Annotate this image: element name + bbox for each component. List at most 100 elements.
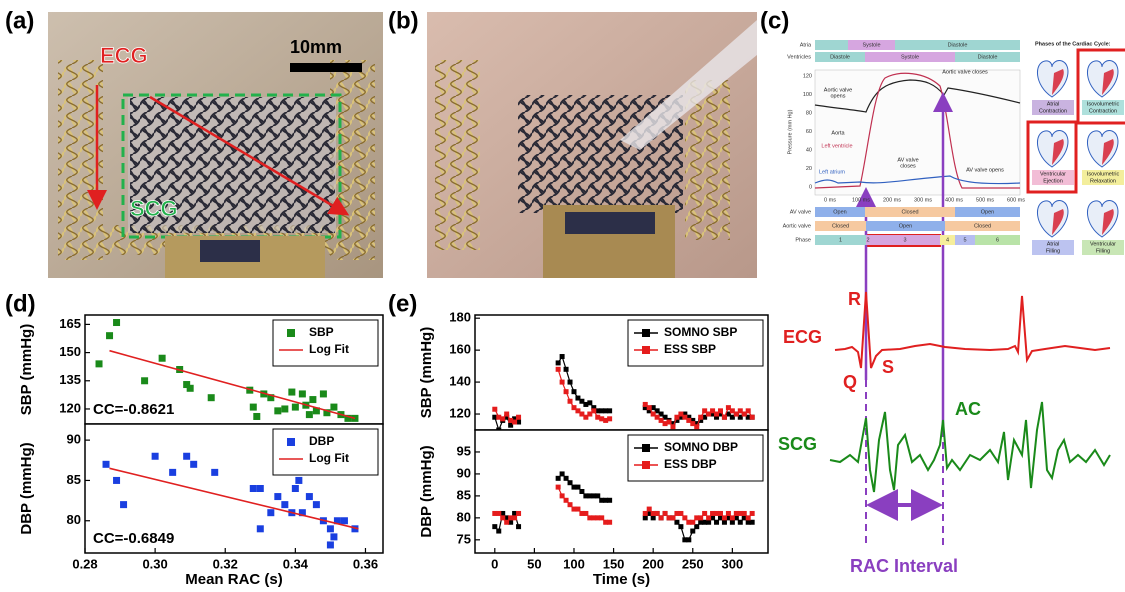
data-point bbox=[298, 390, 306, 398]
data-point bbox=[674, 519, 680, 525]
y-tick-label: 135 bbox=[59, 372, 81, 387]
data-point bbox=[741, 411, 747, 417]
phase-cell bbox=[940, 235, 955, 245]
data-point bbox=[575, 484, 581, 490]
data-point bbox=[698, 515, 704, 521]
data-point bbox=[579, 398, 585, 404]
y-tick-label: 95 bbox=[457, 443, 471, 458]
phase-name-box bbox=[1032, 240, 1074, 255]
data-point bbox=[670, 515, 676, 521]
data-point bbox=[702, 408, 708, 414]
data-point bbox=[274, 493, 282, 501]
data-point bbox=[658, 411, 664, 417]
phase-name: Contraction bbox=[1089, 108, 1117, 114]
data-point bbox=[330, 533, 338, 541]
data-point bbox=[729, 414, 735, 420]
phase-name: Isovolumetric bbox=[1087, 171, 1120, 177]
diagram-annotation: Left atrium bbox=[819, 169, 845, 175]
heart-chamber bbox=[1052, 139, 1064, 165]
data-point bbox=[579, 489, 585, 494]
data-point bbox=[571, 506, 577, 512]
data-point bbox=[642, 405, 648, 411]
data-point bbox=[658, 417, 664, 423]
data-point bbox=[749, 510, 755, 516]
panel-label: (e) bbox=[388, 290, 417, 317]
diagram-y-tick: 120 bbox=[803, 73, 812, 79]
data-point bbox=[512, 510, 518, 516]
legend-marker bbox=[642, 346, 650, 354]
scale-bar-label: 10mm bbox=[290, 37, 342, 57]
legend-box bbox=[627, 319, 764, 367]
y-axis-label: SBP (mmHg) bbox=[418, 327, 435, 418]
phase-name-box bbox=[1032, 170, 1074, 185]
data-point bbox=[151, 452, 159, 460]
data-point bbox=[113, 319, 121, 327]
diagram-time: 0 ms bbox=[824, 197, 836, 203]
data-point bbox=[95, 360, 103, 368]
photo-a: ECG SCG 10mm bbox=[48, 12, 383, 278]
heart-icon bbox=[1037, 130, 1069, 168]
data-point bbox=[249, 485, 257, 492]
data-point bbox=[710, 515, 716, 521]
y-tick-label: 165 bbox=[59, 316, 81, 331]
highlight-box bbox=[1026, 120, 1078, 194]
data-point bbox=[662, 510, 668, 516]
data-point bbox=[721, 515, 727, 521]
data-point bbox=[646, 506, 652, 512]
data-point bbox=[267, 394, 275, 402]
phase-name: Filling bbox=[1046, 248, 1060, 254]
diagram-y-tick: 20 bbox=[806, 166, 812, 172]
phase-name: Ejection bbox=[1043, 178, 1063, 184]
y-tick-label: 80 bbox=[457, 509, 471, 524]
data-point bbox=[745, 408, 751, 414]
phase-cell bbox=[955, 235, 975, 245]
data-point bbox=[595, 408, 601, 414]
phase-bar bbox=[865, 207, 955, 217]
data-point bbox=[721, 414, 727, 420]
legend-label: ESS DBP bbox=[664, 457, 717, 471]
data-point bbox=[516, 510, 522, 516]
y-tick-label: 90 bbox=[67, 432, 81, 447]
data-point bbox=[603, 519, 609, 525]
bar-label: Closed bbox=[901, 209, 918, 215]
data-point bbox=[674, 510, 680, 516]
diagram-annotation: Aortic valve closes bbox=[942, 69, 988, 75]
legend-label: SOMNO DBP bbox=[664, 440, 738, 454]
bar-label: Open bbox=[899, 223, 912, 229]
data-point bbox=[714, 411, 720, 417]
data-point bbox=[737, 408, 743, 414]
row-label: Ventricles bbox=[787, 54, 811, 60]
data-point bbox=[599, 497, 605, 503]
y-tick-label: 80 bbox=[67, 512, 81, 527]
data-point bbox=[587, 411, 593, 417]
data-point bbox=[312, 501, 320, 509]
data-point bbox=[567, 398, 573, 404]
panel-label: (b) bbox=[388, 7, 419, 34]
data-point bbox=[559, 379, 565, 385]
data-point bbox=[698, 519, 704, 525]
phase-name: Atrial bbox=[1047, 241, 1060, 247]
x-tick-label: 50 bbox=[527, 556, 541, 571]
ecg-label: ECG bbox=[100, 43, 148, 68]
data-point bbox=[607, 416, 613, 422]
phase-bar bbox=[895, 40, 1020, 50]
data-point bbox=[650, 405, 656, 411]
y-axis-label: SBP (mmHg) bbox=[18, 324, 35, 415]
phase-name-box bbox=[1032, 100, 1074, 115]
data-point bbox=[682, 515, 688, 521]
data-point bbox=[500, 510, 506, 516]
phase-number: 3 bbox=[903, 237, 906, 243]
data-point bbox=[666, 515, 672, 521]
phase-number: 5 bbox=[963, 237, 966, 243]
ac-label: AC bbox=[955, 399, 981, 419]
diagram-y-tick: 80 bbox=[806, 110, 812, 116]
data-point bbox=[571, 484, 577, 490]
data-point bbox=[714, 519, 720, 525]
y-tick-label: 120 bbox=[449, 405, 471, 420]
legend-marker bbox=[642, 444, 650, 452]
phase-number: 2 bbox=[866, 237, 869, 243]
x-tick-label: 0.28 bbox=[72, 556, 97, 571]
x-tick-label: 0 bbox=[491, 556, 498, 571]
data-point bbox=[717, 408, 723, 414]
x-tick-label: 0.32 bbox=[213, 556, 238, 571]
